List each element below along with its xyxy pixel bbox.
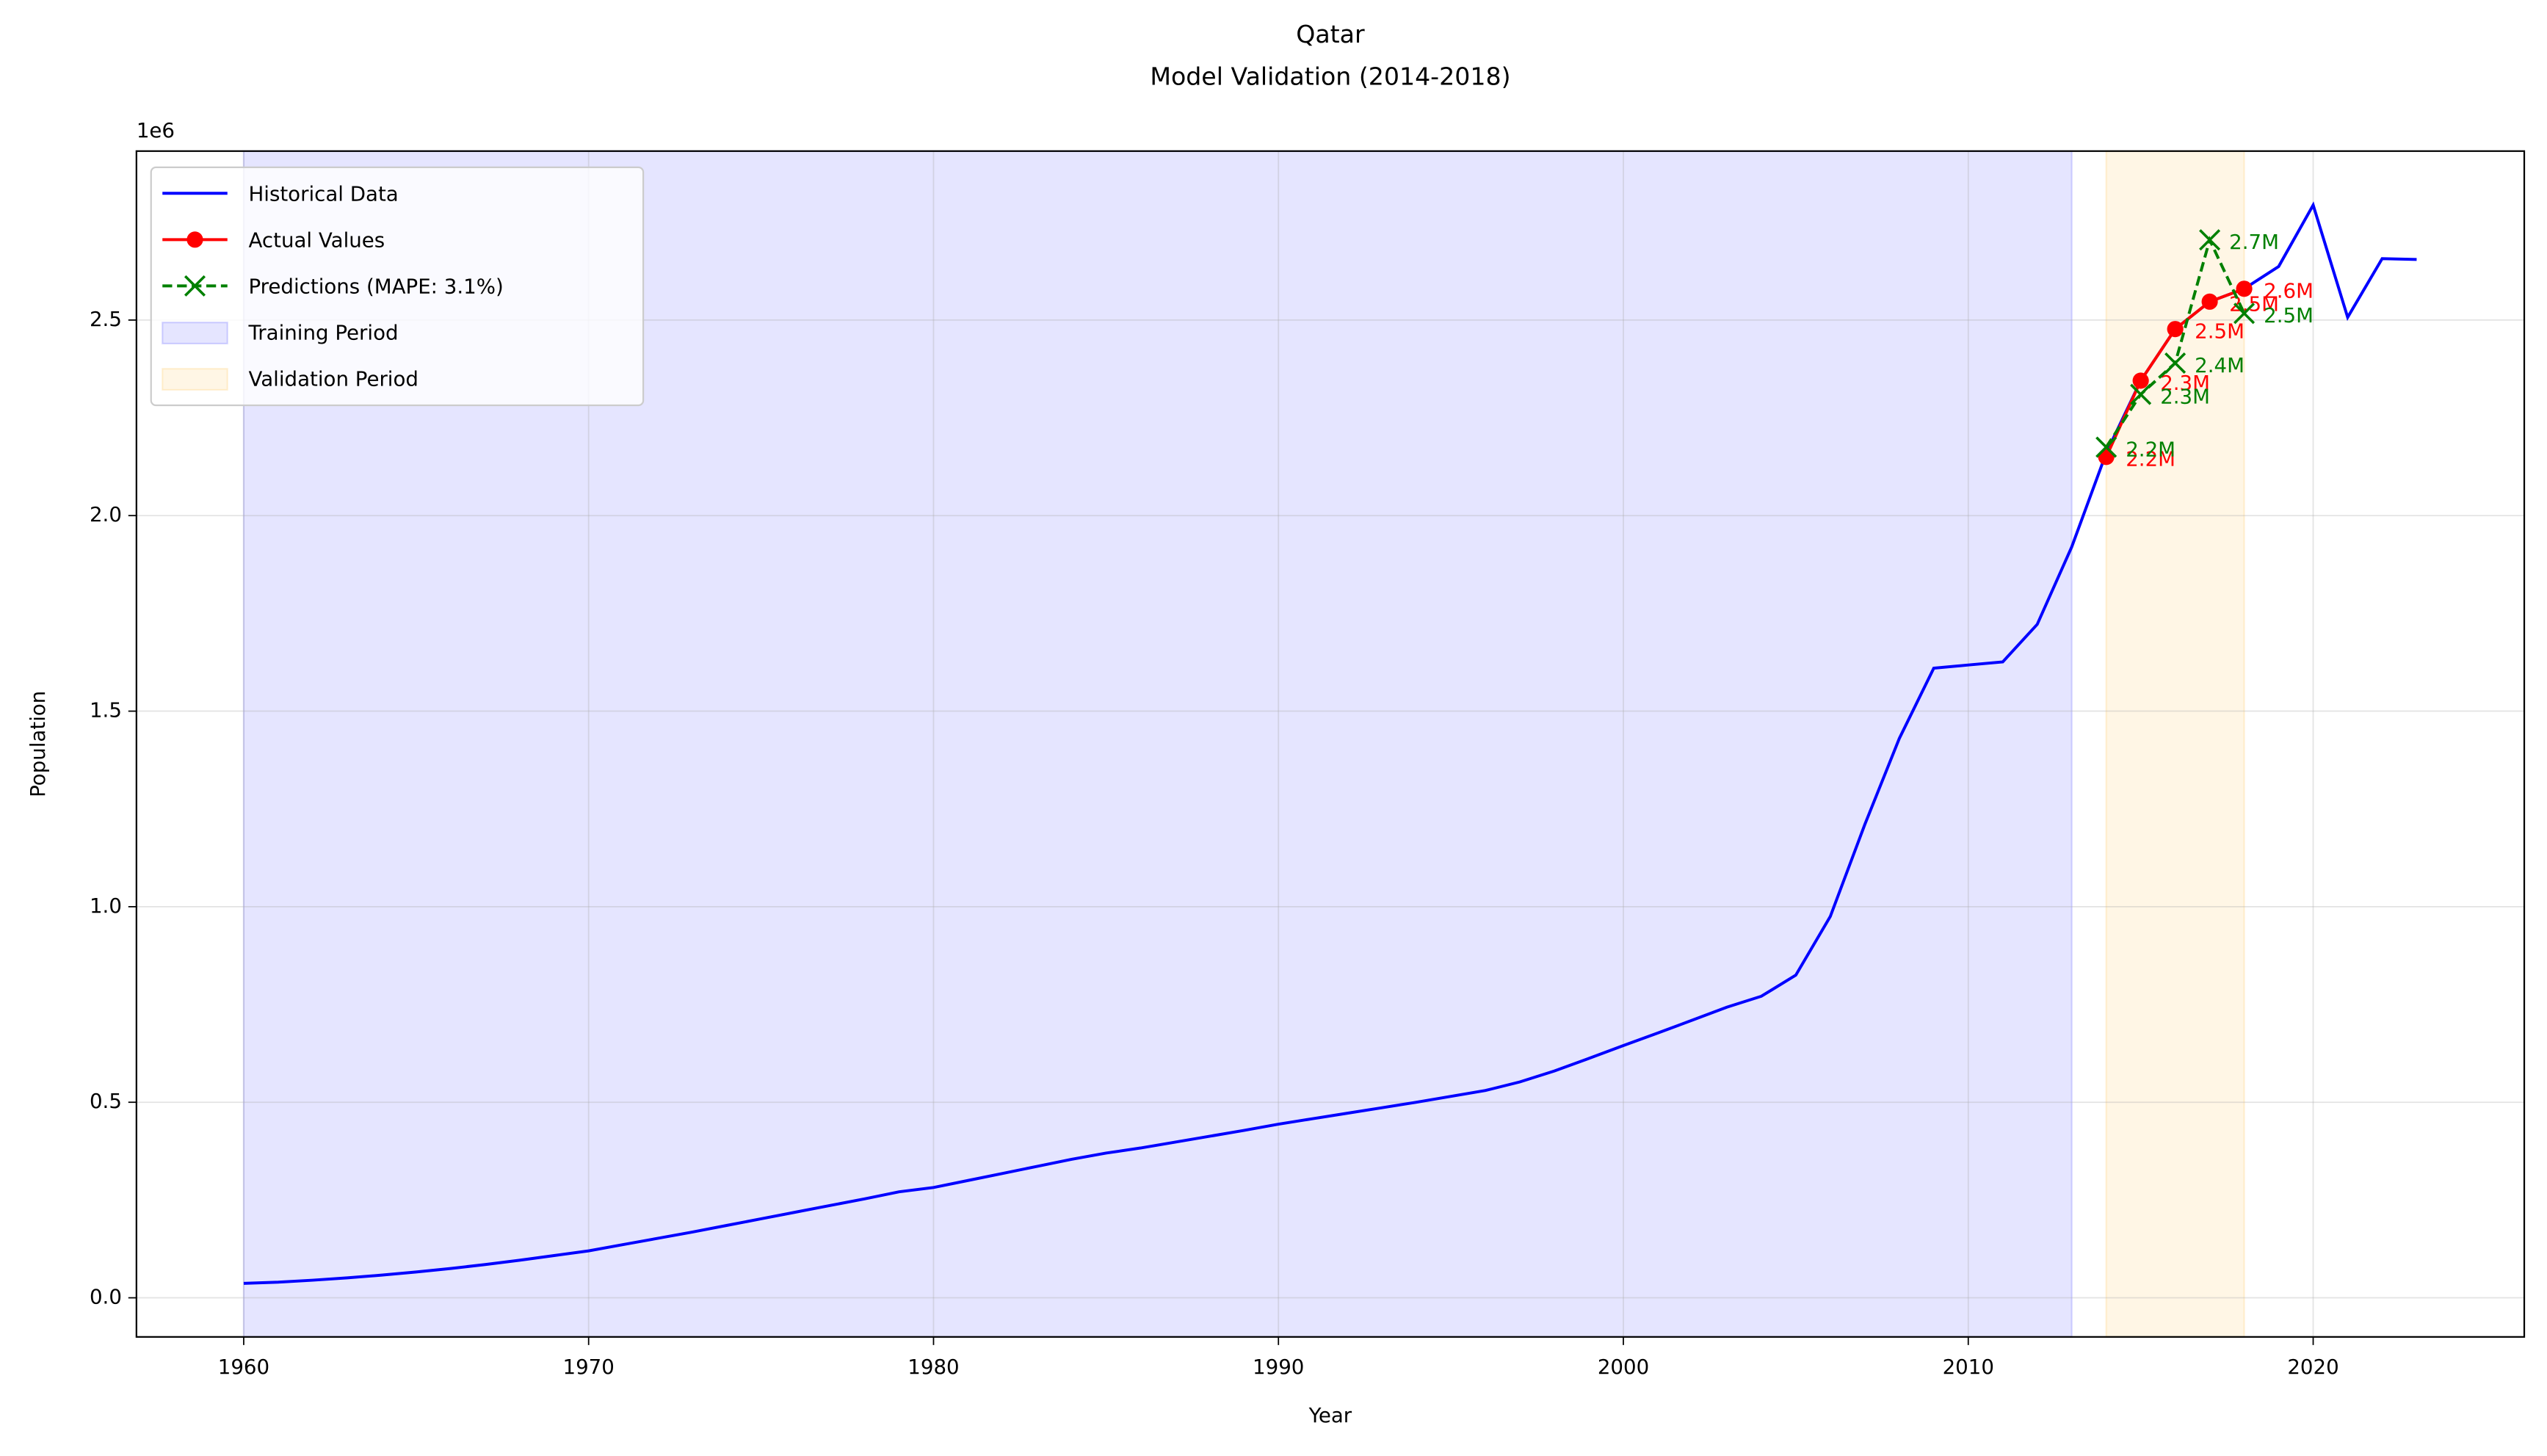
data-label: 2.4M <box>2195 353 2245 377</box>
x-tick-label: 1970 <box>563 1355 615 1379</box>
data-point <box>2164 352 2186 374</box>
data-label: 2.6M <box>2264 279 2314 303</box>
y-tick-label: 0.0 <box>90 1285 122 1309</box>
data-point <box>2201 293 2218 310</box>
data-label: 2.5M <box>2264 303 2314 327</box>
y-tick-label: 0.5 <box>90 1089 122 1113</box>
x-tick-label: 1980 <box>907 1355 959 1379</box>
legend-box <box>150 166 645 407</box>
series-line <box>243 201 2417 1285</box>
legend-label: Actual Values <box>248 228 385 253</box>
data-point <box>2167 321 2184 338</box>
y-tick-label: 2.0 <box>90 502 122 526</box>
y-axis-label: Population <box>26 691 50 797</box>
legend-label: Predictions (MAPE: 3.1%) <box>248 275 503 299</box>
data-point <box>2236 280 2253 297</box>
legend-handle <box>162 368 228 391</box>
chart-title: Qatar <box>1296 20 1365 48</box>
x-tick-label: 2010 <box>1943 1355 1994 1379</box>
legend-marker <box>186 231 203 248</box>
data-label: 2.3M <box>2160 385 2210 409</box>
data-label: 2.2M <box>2126 447 2175 471</box>
y-tick-label: 1.0 <box>90 894 122 918</box>
legend-label: Training Period <box>247 321 398 345</box>
chart-subtitle: Model Validation (2014-2018) <box>1150 62 1510 91</box>
data-label: 2.7M <box>2229 230 2279 254</box>
y-offset-label: 1e6 <box>137 118 175 142</box>
data-point <box>2130 383 2152 405</box>
x-tick-label: 2020 <box>2287 1355 2338 1379</box>
x-axis-label: Year <box>1308 1403 1352 1427</box>
plot-frame <box>135 150 2526 1338</box>
data-point <box>2233 303 2256 325</box>
data-label: 2.5M <box>2195 319 2245 344</box>
x-tick-label: 1990 <box>1253 1355 1304 1379</box>
data-label: 2.2M <box>2126 437 2175 461</box>
legend-marker <box>184 275 206 297</box>
y-tick-label: 2.5 <box>90 307 122 331</box>
data-point <box>2199 229 2221 251</box>
legend-label: Historical Data <box>248 182 398 206</box>
data-label: 2.3M <box>2160 371 2210 395</box>
legend: Historical Data Actual Values Predictions … <box>150 166 645 407</box>
x-tick-label: 1960 <box>218 1355 269 1379</box>
legend-label: Validation Period <box>248 367 418 391</box>
x-tick-label: 2000 <box>1598 1355 1649 1379</box>
data-point <box>2132 372 2149 389</box>
legend-handle <box>162 322 228 345</box>
data-point <box>2095 436 2117 458</box>
y-tick-label: 1.5 <box>90 698 122 722</box>
